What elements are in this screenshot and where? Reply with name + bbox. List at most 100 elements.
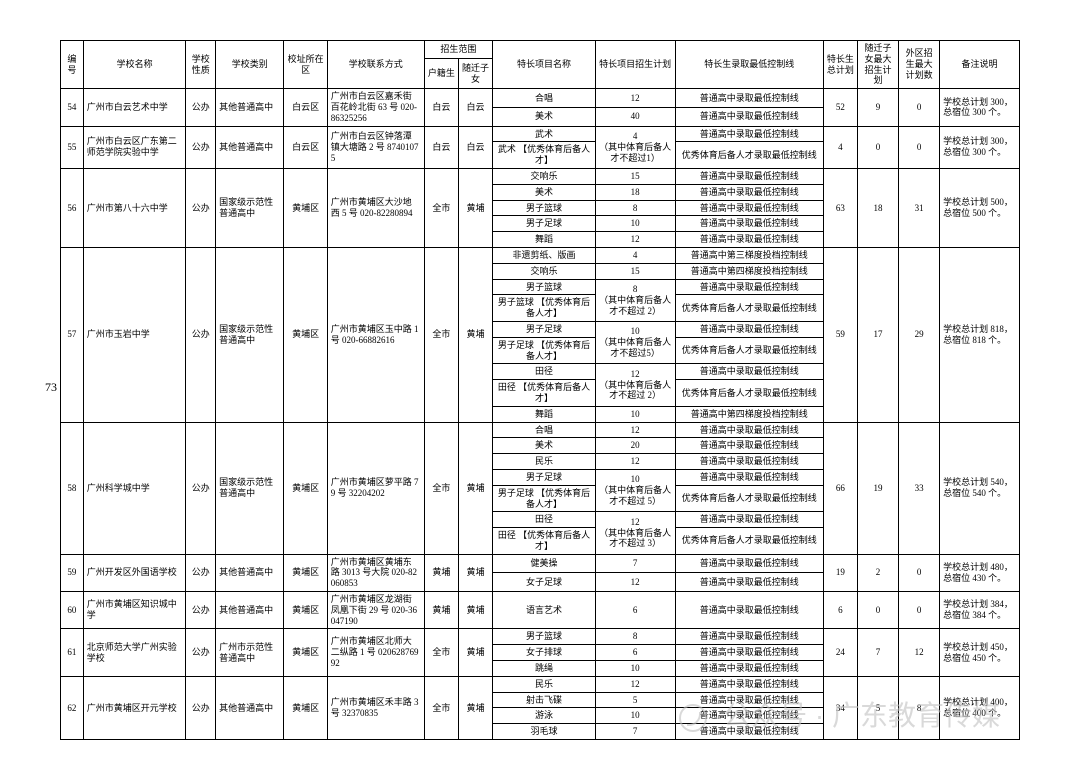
watermark: 公众号 · 广东教育传媒	[679, 694, 1000, 734]
cell-note: 学校总计划 300，总宿位 300 个。	[940, 126, 1020, 168]
cell-project: 游泳	[493, 708, 596, 724]
h-note: 备注说明	[940, 41, 1020, 89]
cell-contact: 广州市黄埔区玉中路 1 号 020-66882616	[327, 247, 424, 422]
cell-project: 男子足球	[493, 321, 596, 337]
cell-line: 普通高中录取最低控制线	[675, 661, 823, 677]
cell-project: 民乐	[493, 676, 596, 692]
cell-line: 普通高中录取最低控制线	[675, 200, 823, 216]
cell-kind: 其他普通高中	[216, 676, 284, 739]
cell-project: 民乐	[493, 454, 596, 470]
h-scope: 招生范围	[424, 41, 492, 59]
cell-wq: 12	[899, 629, 940, 676]
cell-suiqian: 黄埔	[458, 554, 492, 591]
cell-area: 黄埔区	[284, 676, 327, 739]
cell-line: 普通高中录取最低控制线	[675, 454, 823, 470]
cell-plan: 18	[595, 184, 675, 200]
cell-school: 广州市第八十六中学	[83, 168, 186, 247]
cell-total: 6	[823, 592, 857, 629]
cell-line: 普通高中第四梯度投档控制线	[675, 263, 823, 279]
cell-kind: 国家级示范性普通高中	[216, 168, 284, 247]
cell-huji: 全市	[424, 168, 458, 247]
cell-huji: 全市	[424, 247, 458, 422]
cell-total: 19	[823, 554, 857, 591]
cell-project: 男子足球	[493, 469, 596, 485]
cell-sq: 17	[858, 247, 899, 422]
h-contact: 学校联系方式	[327, 41, 424, 89]
table-row: 62广州市黄埔区开元学校公办其他普通高中黄埔区广州市黄埔区禾丰路 3 号 323…	[61, 676, 1020, 692]
cell-nature: 公办	[186, 554, 216, 591]
cell-project: 武术 【优秀体育后备人才】	[493, 142, 596, 169]
cell-contact: 广州市黄埔区大沙地西 5 号 020-82280894	[327, 168, 424, 247]
cell-wq: 29	[899, 247, 940, 422]
cell-huji: 全市	[424, 676, 458, 739]
cell-wq: 0	[899, 592, 940, 629]
cell-plan: 8（其中体育后备人才不超过 2）	[595, 279, 675, 321]
cell-nature: 公办	[186, 168, 216, 247]
cell-wq: 31	[899, 168, 940, 247]
cell-suiqian: 白云	[458, 89, 492, 126]
cell-huji: 白云	[424, 126, 458, 168]
cell-sq: 18	[858, 168, 899, 247]
cell-note: 学校总计划 540，总宿位 540 个。	[940, 422, 1020, 554]
cell-project: 合唱	[493, 422, 596, 438]
cell-plan: 6	[595, 592, 675, 629]
cell-area: 黄埔区	[284, 168, 327, 247]
cell-kind: 其他普通高中	[216, 126, 284, 168]
cell-project: 舞蹈	[493, 406, 596, 422]
cell-plan: 7	[595, 724, 675, 740]
cell-plan: 4	[595, 247, 675, 263]
cell-huji: 黄埔	[424, 554, 458, 591]
cell-project: 美术	[493, 107, 596, 126]
table-row: 61北京师范大学广州实验学校公办广州市示范性普通高中黄埔区广州市黄埔区北师大二纵…	[61, 629, 1020, 645]
cell-project: 跳绳	[493, 661, 596, 677]
cell-sq: 0	[858, 126, 899, 168]
cell-line: 优秀体育后备人才录取最低控制线	[675, 337, 823, 364]
cell-line: 普通高中录取最低控制线	[675, 168, 823, 184]
cell-n: 55	[61, 126, 84, 168]
table-row: 55广州市白云区广东第二师范学院实验中学公办其他普通高中白云区广州市白云区钟落潭…	[61, 126, 1020, 142]
cell-project: 健美操	[493, 554, 596, 573]
cell-line: 普通高中录取最低控制线	[675, 216, 823, 232]
h-area: 校址所在区	[284, 41, 327, 89]
wechat-icon	[679, 704, 707, 732]
cell-line: 普通高中录取最低控制线	[675, 438, 823, 454]
cell-line: 普通高中录取最低控制线	[675, 512, 823, 528]
h-kind: 学校类别	[216, 41, 284, 89]
cell-area: 黄埔区	[284, 247, 327, 422]
cell-note: 学校总计划 818，总宿位 818 个。	[940, 247, 1020, 422]
cell-project: 男子足球 【优秀体育后备人才】	[493, 337, 596, 364]
cell-plan: 12	[595, 454, 675, 470]
cell-line: 优秀体育后备人才录取最低控制线	[675, 142, 823, 169]
cell-project: 男子篮球	[493, 279, 596, 295]
cell-project: 男子足球	[493, 216, 596, 232]
cell-line: 普通高中录取最低控制线	[675, 321, 823, 337]
cell-line: 普通高中录取最低控制线	[675, 573, 823, 592]
h-huji: 户籍生	[424, 58, 458, 88]
cell-project: 男子足球 【优秀体育后备人才】	[493, 485, 596, 512]
cell-suiqian: 黄埔	[458, 629, 492, 676]
cell-project: 田径	[493, 364, 596, 380]
cell-sq: 0	[858, 592, 899, 629]
cell-plan: 10	[595, 708, 675, 724]
cell-plan: 10	[595, 661, 675, 677]
table-row: 60广州市黄埔区知识城中学公办其他普通高中黄埔区广州市黄埔区龙湖街凤凰下街 29…	[61, 592, 1020, 629]
h-suiqian: 随迁子女	[458, 58, 492, 88]
table-header: 编号 学校名称 学校性质 学校类别 校址所在区 学校联系方式 招生范围 特长项目…	[61, 41, 1020, 89]
cell-contact: 广州市黄埔区龙湖街凤凰下街 29 号 020-36047190	[327, 592, 424, 629]
cell-contact: 广州市黄埔区萝平路 79 号 32204202	[327, 422, 424, 554]
cell-line: 普通高中录取最低控制线	[675, 126, 823, 142]
table-row: 57广州市玉岩中学公办国家级示范性普通高中黄埔区广州市黄埔区玉中路 1 号 02…	[61, 247, 1020, 263]
cell-plan: 15	[595, 263, 675, 279]
cell-note: 学校总计划 384，总宿位 384 个。	[940, 592, 1020, 629]
cell-huji: 全市	[424, 422, 458, 554]
cell-note: 学校总计划 480，总宿位 430 个。	[940, 554, 1020, 591]
cell-area: 黄埔区	[284, 422, 327, 554]
cell-contact: 广州市黄埔区北师大二纵路 1 号 02062876992	[327, 629, 424, 676]
cell-plan: 10	[595, 406, 675, 422]
cell-suiqian: 白云	[458, 126, 492, 168]
cell-suiqian: 黄埔	[458, 168, 492, 247]
cell-kind: 广州市示范性普通高中	[216, 629, 284, 676]
cell-line: 普通高中第四梯度投档控制线	[675, 406, 823, 422]
cell-nature: 公办	[186, 89, 216, 126]
h-proj: 特长项目名称	[493, 41, 596, 89]
